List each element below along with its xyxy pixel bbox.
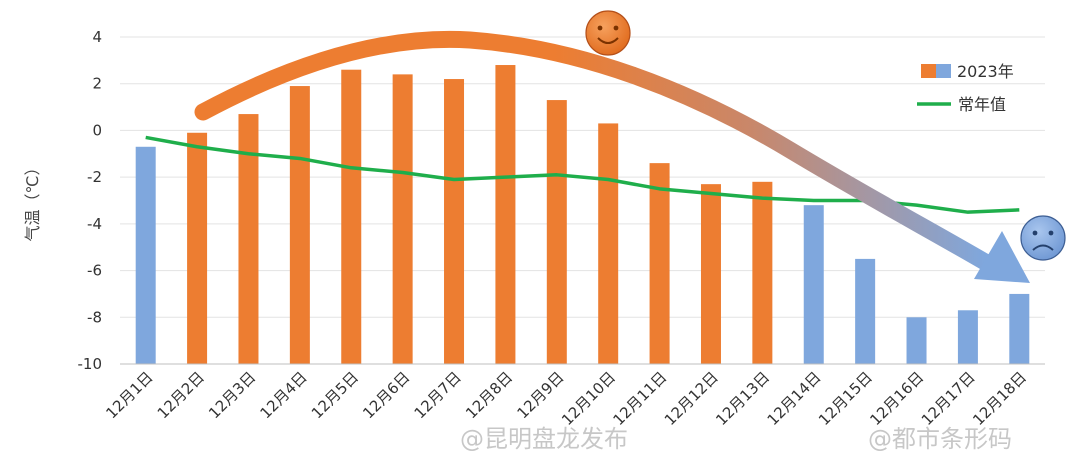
legend-swatch-2023-blue <box>936 64 951 78</box>
y-tick-label: 4 <box>92 28 102 46</box>
bar-1 <box>135 146 156 364</box>
legend-swatch-2023-orange <box>921 64 936 78</box>
x-tick-label: 12月12日 <box>661 368 722 429</box>
watermark-2: @都市条形码 <box>868 425 1012 453</box>
sad-face-icon <box>1020 215 1066 261</box>
bar-11 <box>649 163 670 364</box>
x-tick-label: 12月10日 <box>558 368 619 429</box>
x-tick-label: 12月5日 <box>308 368 362 422</box>
bar-10 <box>598 123 619 365</box>
bar-8 <box>495 65 516 365</box>
y-tick-label: -8 <box>87 308 102 326</box>
y-tick-label: -6 <box>87 262 102 280</box>
watermark-1: @昆明盘龙发布 <box>460 425 628 453</box>
bar-17 <box>957 310 978 364</box>
y-tick-label: -10 <box>78 355 103 373</box>
x-tick-label: 12月2日 <box>154 368 208 422</box>
bar-5 <box>341 69 362 364</box>
x-tick-label: 12月13日 <box>712 368 773 429</box>
x-tick-label: 12月11日 <box>609 368 670 429</box>
x-tick-label: 12月16日 <box>866 368 927 429</box>
x-tick-label: 12月8日 <box>462 368 516 422</box>
x-tick-label: 12月1日 <box>102 368 156 422</box>
bar-18 <box>1009 293 1030 364</box>
x-tick-label: 12月3日 <box>205 368 259 422</box>
bar-3 <box>238 114 259 364</box>
bar-16 <box>906 317 927 364</box>
bar-2 <box>187 132 208 364</box>
bar-12 <box>700 184 721 364</box>
x-tick-label: 12月7日 <box>411 368 465 422</box>
bar-4 <box>289 86 310 365</box>
y-tick-label: -4 <box>87 215 102 233</box>
x-tick-label: 12月15日 <box>815 368 876 429</box>
bar-13 <box>752 181 773 364</box>
y-tick-label: 0 <box>92 121 102 139</box>
bar-14 <box>803 205 824 364</box>
x-tick-label: 12月18日 <box>969 368 1030 429</box>
y-axis-ticks: 4 2 0 -2 -4 -6 -8 -10 <box>78 28 103 373</box>
x-tick-label: 12月17日 <box>918 368 979 429</box>
y-axis-label: 气温（℃） <box>23 160 42 242</box>
y-tick-label: 2 <box>92 75 102 93</box>
legend-label-normal: 常年值 <box>958 95 1006 114</box>
smiley-face-icon <box>585 10 631 56</box>
legend: 2023年 常年值 <box>917 62 1014 114</box>
bar-7 <box>444 79 465 365</box>
curved-trend-arrow <box>194 30 1030 283</box>
x-tick-label: 12月6日 <box>359 368 413 422</box>
bar-9 <box>546 100 567 365</box>
bar-series-2023 <box>135 65 1030 365</box>
x-axis-ticks: 12月1日12月2日12月3日12月4日12月5日12月6日12月7日12月8日… <box>102 368 1030 429</box>
bar-6 <box>392 74 413 364</box>
legend-label-2023: 2023年 <box>957 62 1014 81</box>
bar-15 <box>855 258 876 364</box>
x-tick-label: 12月4日 <box>256 368 310 422</box>
y-tick-label: -2 <box>87 168 102 186</box>
x-tick-label: 12月14日 <box>764 368 825 429</box>
